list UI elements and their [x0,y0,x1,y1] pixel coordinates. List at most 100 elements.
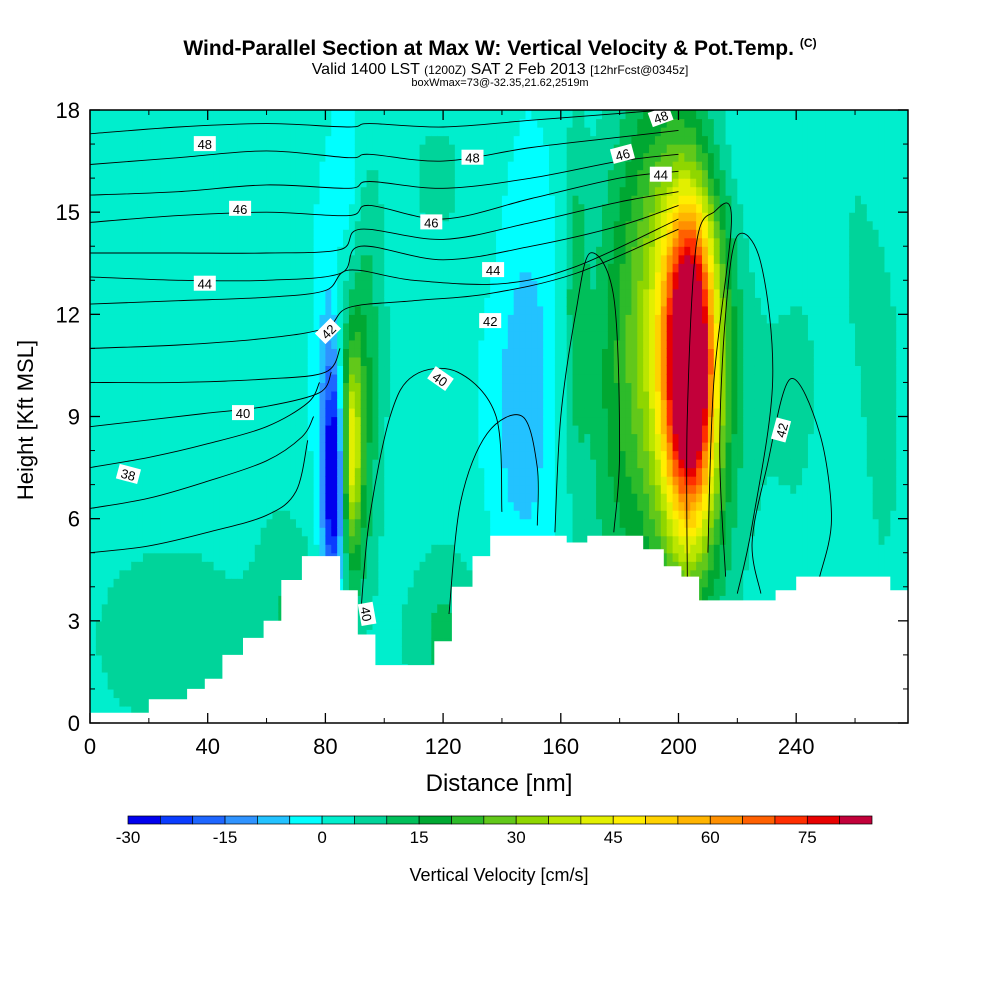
field-cell [301,152,309,162]
field-cell [201,637,209,647]
field-cell [466,195,474,205]
field-cell [484,407,491,418]
field-cell [237,365,244,375]
field-cell [95,476,103,486]
field-cell [437,535,444,545]
field-cell [284,110,291,120]
field-cell [319,212,326,222]
field-cell [319,399,326,409]
field-cell [119,390,126,401]
field-cell [454,220,462,230]
field-cell [231,442,238,452]
field-cell [390,220,397,230]
field-cell [231,382,238,392]
field-cell [166,314,173,324]
field-cell [260,416,268,426]
field-cell [154,322,162,332]
field-cell [407,254,415,264]
field-cell [278,203,285,213]
field-cell [278,297,285,307]
field-cell [119,501,126,511]
field-cell [266,399,274,409]
field-cell [301,501,309,511]
field-cell [437,263,444,273]
field-cell [160,671,168,682]
field-cell [207,195,215,205]
field-cell [190,450,197,460]
field-cell [95,144,103,154]
field-cell [384,535,391,545]
field-cell [295,484,303,494]
field-cell [396,246,403,256]
field-cell [331,527,338,537]
field-cell [390,612,397,622]
field-cell [343,467,350,477]
field-cell [195,178,203,188]
title-text: Wind-Parallel Section at Max W: Vertical… [183,37,794,60]
field-cell [313,433,321,443]
field-cell [190,127,197,137]
field-cell [160,263,168,273]
field-cell [360,229,368,239]
field-cell [237,144,244,154]
field-cell [260,493,268,503]
field-cell [248,356,256,367]
field-cell [160,467,168,477]
field-cell [413,152,421,162]
field-cell [272,339,279,349]
field-cell [272,612,279,622]
field-cell [319,407,326,418]
field-cell [443,561,450,571]
field-cell [142,680,150,690]
field-cell [195,654,203,664]
field-cell [443,365,450,375]
field-cell [137,493,144,503]
field-cell [131,688,138,699]
field-cell [396,314,403,324]
field-cell [184,407,191,418]
field-cell [131,442,138,452]
field-cell [131,433,138,443]
field-cell [107,382,115,392]
field-cell [448,263,456,273]
field-cell [472,510,479,520]
field-cell [125,356,132,367]
field-cell [401,263,409,273]
field-cell [137,161,144,171]
field-cell [295,442,303,452]
field-cell [95,663,103,673]
field-cell [184,271,191,281]
field-cell [290,442,297,452]
field-cell [413,416,421,426]
field-cell [460,118,468,128]
field-cell [125,620,132,630]
field-cell [490,459,497,469]
field-cell [378,407,385,418]
field-cell [213,654,221,664]
field-cell [119,348,126,358]
field-cell [142,467,150,477]
field-cell [160,501,168,511]
field-cell [195,365,203,375]
field-cell [213,552,221,562]
field-cell [407,476,415,486]
field-cell [107,637,115,647]
field-cell [148,348,156,358]
field-cell [343,365,350,375]
field-cell [125,595,132,605]
field-cell [307,425,315,435]
field-cell [166,246,173,256]
field-cell [490,127,497,137]
field-cell [425,501,432,511]
field-cell [142,161,150,171]
field-cell [137,484,144,494]
field-cell [178,416,185,426]
field-cell [390,203,397,213]
field-cell [148,467,156,477]
field-cell [396,612,403,622]
field-cell [319,288,326,298]
field-cell [278,178,285,188]
field-cell [454,518,462,528]
field-cell [237,237,244,247]
field-cell [348,442,356,452]
